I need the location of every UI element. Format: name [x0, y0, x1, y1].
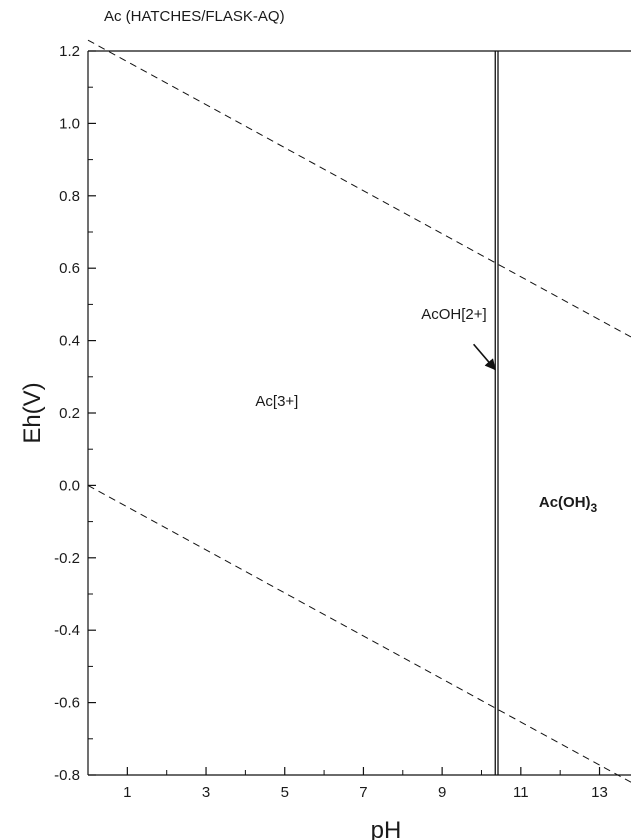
x-tick-label: 11 — [513, 784, 529, 801]
y-tick-label: 1.0 — [59, 115, 80, 132]
y-axis-title: Eh(V) — [19, 382, 46, 443]
water-stability-dashed-line — [87, 484, 631, 783]
region-label-subscript: 3 — [591, 501, 598, 515]
y-tick-label: 1.2 — [59, 43, 80, 60]
x-tick-label: 9 — [438, 784, 446, 801]
y-tick-label: 0.8 — [59, 188, 80, 205]
region-label: Ac[3+] — [255, 393, 298, 410]
x-tick-label: 3 — [202, 784, 210, 801]
y-tick-label: -0.4 — [54, 622, 80, 639]
annotation-arrow — [473, 343, 496, 371]
region-label: Ac(OH)3 — [539, 494, 598, 515]
y-tick-label: 0.2 — [59, 405, 80, 422]
chart-title: Ac (HATCHES/FLASK-AQ) — [104, 8, 285, 25]
y-tick-label: -0.6 — [54, 695, 80, 712]
region-label: AcOH[2+] — [421, 306, 486, 323]
y-tick-label: 0.6 — [59, 260, 80, 277]
y-tick-label: 0.4 — [59, 333, 80, 350]
x-tick-label: 1 — [123, 784, 131, 801]
x-tick-label: 7 — [359, 784, 367, 801]
y-tick-label: -0.2 — [54, 550, 80, 567]
x-tick-label: 13 — [591, 784, 608, 801]
x-axis-title: pH — [371, 817, 402, 840]
y-tick-label: -0.8 — [54, 767, 80, 784]
x-tick-label: 5 — [281, 784, 289, 801]
y-tick-label: 0.0 — [59, 477, 80, 494]
water-stability-dashed-line — [87, 39, 631, 338]
